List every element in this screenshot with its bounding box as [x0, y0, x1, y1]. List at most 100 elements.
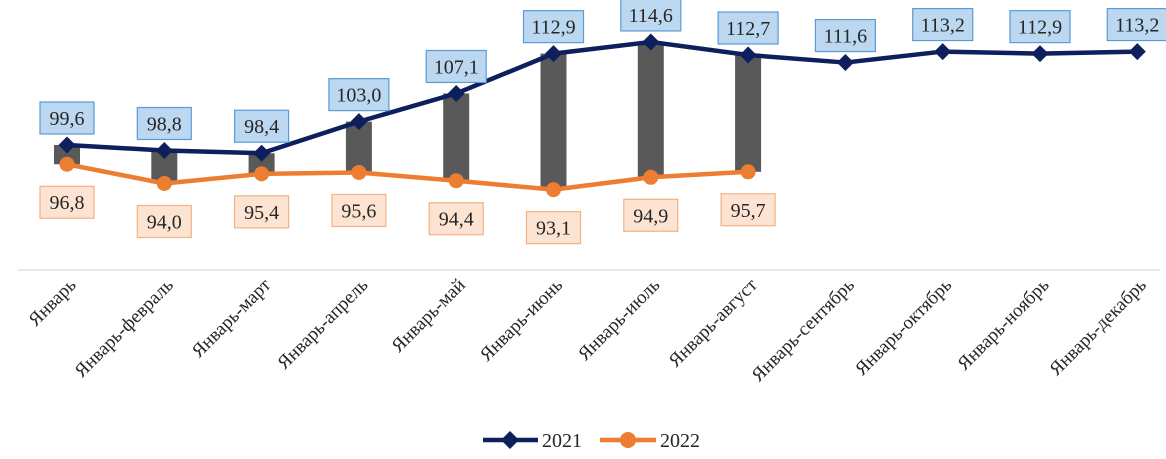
marker-2022	[740, 164, 756, 180]
data-label-2021-text: 112,7	[726, 18, 770, 40]
series-line-2021	[64, 39, 1140, 156]
marker-2022	[59, 156, 75, 172]
data-label-2022-box	[136, 204, 192, 239]
data-label-2022-box	[720, 193, 776, 227]
data-label-2021: 112,9	[1009, 10, 1071, 44]
data-label-2021-box	[234, 109, 290, 143]
marker-2021	[1031, 45, 1049, 63]
high-low-bar	[443, 93, 470, 181]
high-low-bar	[54, 145, 80, 165]
data-label-2022-box	[525, 211, 582, 245]
series-line-2022	[64, 161, 751, 192]
data-label-2021-text: 114,6	[629, 5, 673, 27]
data-label-2022-text: 95,4	[244, 202, 279, 224]
data-label-2021-text: 112,9	[1018, 17, 1062, 39]
series-markers	[58, 33, 1146, 198]
data-label-2022-text: 95,7	[731, 200, 766, 222]
x-tick-label: Январь-ноябрь	[954, 274, 1054, 374]
data-label-2021-text: 98,8	[147, 113, 182, 135]
x-tick-label: Январь-февраль	[71, 274, 178, 381]
marker-2021	[58, 136, 76, 154]
x-tick-label: Январь-март	[188, 274, 276, 362]
data-label-2022-box	[234, 195, 290, 229]
data-label-2021-box	[814, 18, 877, 53]
data-label-2022-box	[623, 198, 679, 232]
data-label-2021-box	[912, 7, 974, 42]
data-label-2022: 93,1	[525, 211, 582, 245]
marker-2021	[642, 33, 660, 51]
marker-2022	[156, 175, 172, 191]
high-low-bar	[735, 55, 762, 172]
legend-marker-2022	[620, 432, 636, 448]
marker-2022	[546, 182, 561, 198]
marker-2022	[643, 169, 659, 185]
data-label-2021: 111,6	[814, 18, 877, 53]
data-label-2022-box	[39, 185, 95, 219]
data-label-2021: 99,6	[39, 101, 95, 135]
data-label-2021-box	[1009, 10, 1071, 44]
data-label-2022-text: 94,0	[147, 211, 182, 233]
data-label-2021-text: 98,4	[244, 116, 279, 138]
x-tick-label: Январь-сентябрь	[748, 274, 860, 386]
data-label-2022-text: 94,9	[633, 205, 668, 227]
data-label-2022: 96,8	[39, 185, 95, 219]
data-label-2022-box	[428, 202, 484, 236]
x-tick-label: Январь-июль	[574, 274, 664, 364]
data-label-2022-box	[331, 193, 387, 228]
legend-item-2022: 2022	[600, 430, 700, 452]
data-label-2022: 94,0	[136, 204, 192, 239]
x-tick-label: Январь-август	[665, 274, 762, 371]
data-label-2021: 98,4	[234, 109, 290, 143]
data-label-2021-text: 112,9	[531, 17, 575, 39]
marker-2021	[155, 141, 173, 159]
high-low-bar	[637, 41, 664, 178]
data-label-2021-text: 113,2	[1115, 15, 1159, 37]
high-low-bar	[540, 53, 567, 190]
x-tick-label: Январь-апрель	[273, 274, 372, 373]
legend-label-2022: 2022	[660, 430, 700, 452]
data-label-2021-text: 111,6	[824, 26, 868, 48]
marker-2021	[545, 45, 562, 63]
data-label-2021: 113,2	[912, 7, 974, 42]
x-tick-label: Январь-декабрь	[1046, 274, 1151, 379]
marker-2021	[447, 84, 465, 102]
marker-2022	[351, 164, 367, 180]
data-label-2022-text: 95,6	[341, 200, 376, 222]
data-label-2021-text: 99,6	[50, 108, 85, 130]
data-label-2022: 95,6	[331, 193, 387, 228]
legend-marker-2021	[501, 431, 519, 449]
data-label-2021-box	[425, 49, 487, 84]
data-label-2021-box	[522, 10, 585, 44]
data-label-2021-box	[39, 101, 95, 135]
marker-2021	[739, 46, 757, 64]
data-labels: 99,6 98,8 98,4 103,0 107,1 112,9 114,6 112,7 111…	[39, 0, 1166, 245]
data-label-2021: 98,8	[136, 106, 192, 141]
marker-2021	[934, 43, 952, 61]
data-label-2021-box	[717, 11, 779, 45]
data-label-2021-box	[620, 0, 682, 32]
data-label-2021: 114,6	[620, 0, 682, 32]
data-label-2022-text: 94,4	[439, 209, 474, 231]
marker-2021	[253, 144, 271, 162]
marker-2021	[350, 113, 368, 131]
data-label-2022-text: 96,8	[50, 192, 85, 214]
legend-item-2021: 2021	[483, 430, 582, 452]
data-label-2021: 113,2	[1106, 7, 1166, 42]
data-label-2021-text: 113,2	[921, 15, 965, 37]
data-label-2021: 112,9	[522, 10, 585, 44]
marker-2021	[836, 54, 854, 72]
data-label-2021-box	[328, 78, 390, 112]
data-label-2022: 95,7	[720, 193, 776, 227]
marker-2022	[448, 173, 464, 189]
data-label-2021-text: 107,1	[434, 56, 479, 78]
data-label-2021: 112,7	[717, 11, 779, 45]
high-low-bars	[54, 41, 762, 190]
data-label-2022: 95,4	[234, 195, 290, 229]
series-lines	[64, 39, 1140, 192]
x-tick-label: Январь-октябрь	[851, 274, 956, 379]
data-label-2021-box	[136, 106, 192, 141]
data-label-2021-text: 103,0	[336, 85, 381, 107]
